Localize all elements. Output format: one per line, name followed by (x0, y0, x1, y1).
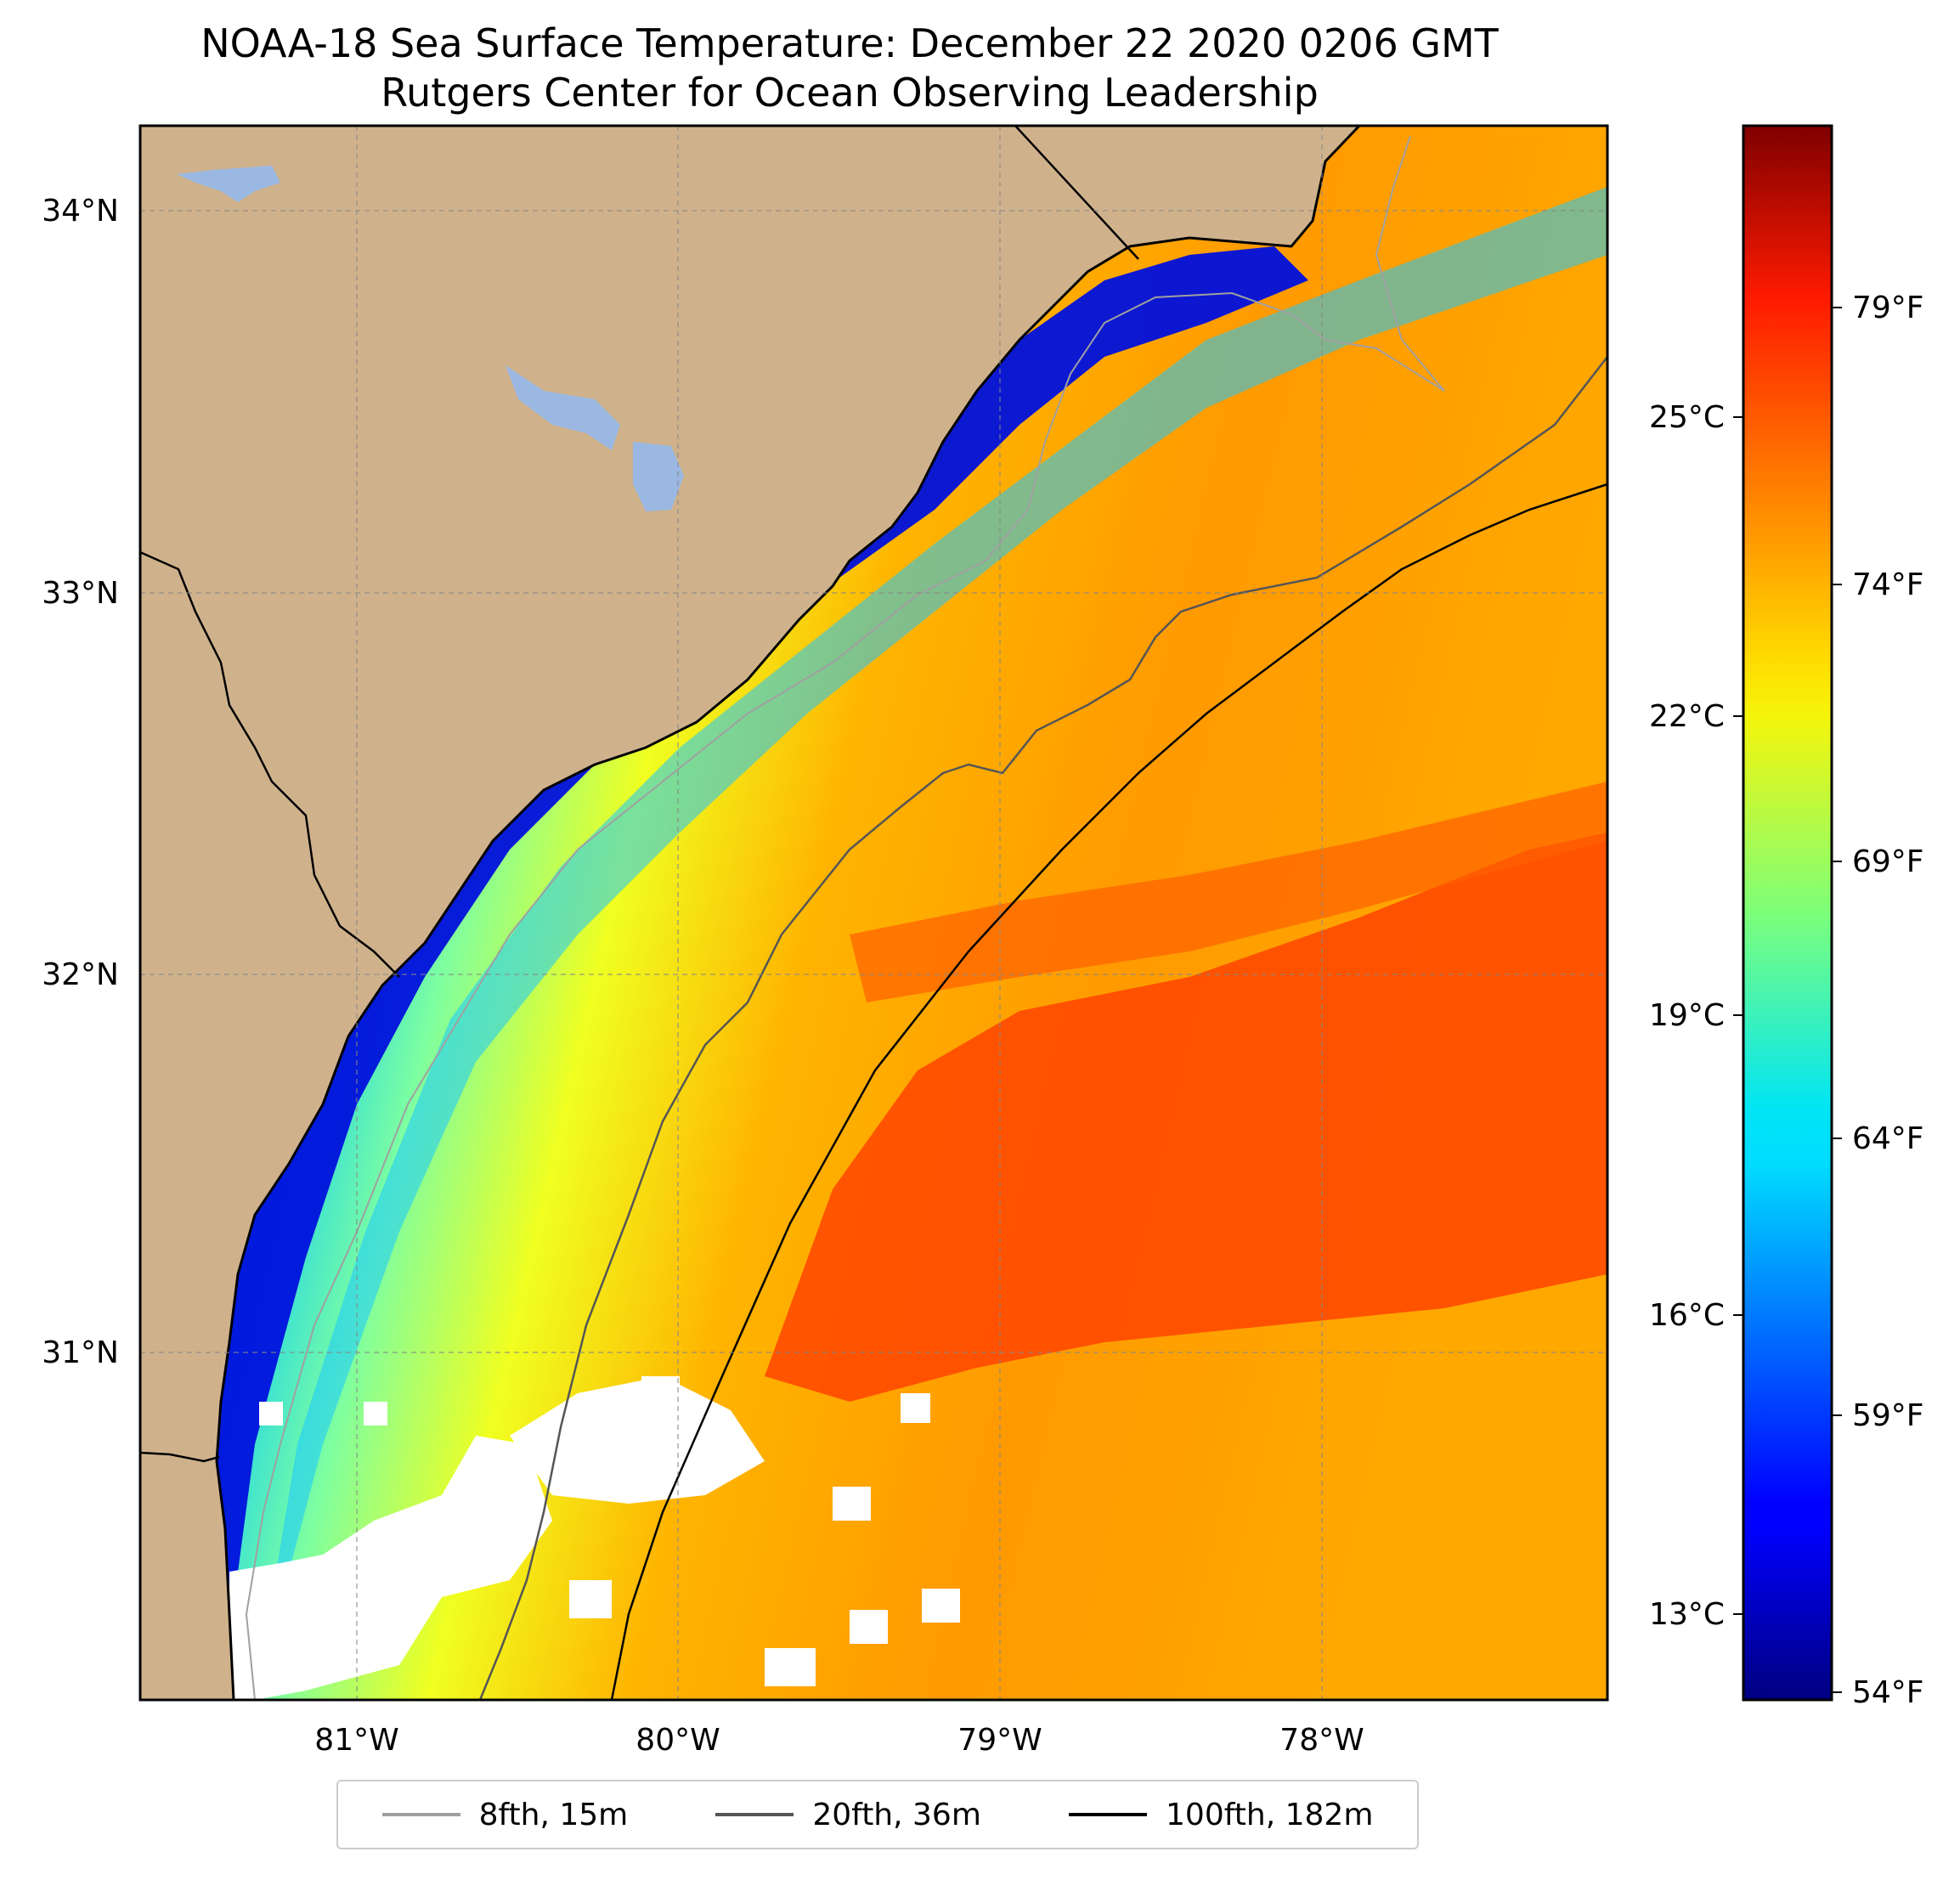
lon-label-79: 79°W (957, 1723, 1042, 1758)
fahrenheit-label-59: 59°F (1852, 1398, 1924, 1433)
fahrenheit-label-74: 74°F (1852, 567, 1924, 602)
isobath-20fth (478, 356, 1607, 1700)
colorbar-celsius-labels: 25°C 22°C 19°C 16°C 13°C (1649, 400, 1725, 1632)
colorbar-fahrenheit-labels: 79°F 74°F 69°F 64°F 59°F 54°F (1852, 291, 1924, 1710)
lat-label-31: 31°N (42, 1335, 119, 1370)
colorbar-gradient (1742, 124, 1833, 1702)
legend-swatch-8fth (381, 1813, 460, 1816)
state-border-ga-fl (140, 1451, 220, 1463)
legend-label-100fth: 100fth, 182m (1166, 1797, 1374, 1832)
warm-filament (850, 782, 1607, 1002)
lon-label-80: 80°W (635, 1723, 720, 1758)
fahrenheit-label-54: 54°F (1852, 1675, 1924, 1710)
legend-label-20fth: 20fth, 36m (812, 1797, 981, 1832)
isobath-100fth (610, 483, 1607, 1700)
lat-label-34: 34°N (42, 194, 119, 229)
state-border-sc-ga (140, 550, 400, 978)
lon-label-81: 81°W (314, 1723, 398, 1758)
map-area (140, 126, 1607, 1700)
legend-swatch-100fth (1069, 1813, 1148, 1816)
celsius-label-19: 19°C (1649, 998, 1725, 1033)
land-mass (140, 126, 1607, 1700)
cloud-mask-patches (229, 1376, 960, 1700)
legend-label-8fth: 8fth, 15m (478, 1797, 629, 1832)
fahrenheit-label-69: 69°F (1852, 844, 1924, 879)
legend-item-20fth: 20fth, 36m (715, 1798, 981, 1832)
celsius-label-13: 13°C (1649, 1597, 1725, 1632)
celsius-label-16: 16°C (1649, 1298, 1725, 1333)
fahrenheit-label-79: 79°F (1852, 291, 1924, 325)
lon-label-78: 78°W (1279, 1723, 1364, 1758)
map-frame (138, 124, 1609, 1702)
map-title: NOAA-18 Sea Surface Temperature: Decembe… (0, 19, 1699, 117)
lat-label-32: 32°N (42, 957, 119, 992)
isobath-8fth (245, 135, 1445, 1700)
colorbar-fahrenheit-ticks (1832, 307, 1842, 1693)
celsius-label-22: 22°C (1649, 699, 1725, 734)
cyan-band (255, 187, 1607, 1700)
legend-swatch-20fth (715, 1813, 794, 1816)
fahrenheit-label-64: 64°F (1852, 1121, 1924, 1156)
lat-label-33: 33°N (42, 576, 119, 611)
celsius-label-25: 25°C (1649, 400, 1725, 435)
legend-item-100fth: 100fth, 182m (1069, 1798, 1373, 1832)
colorbar: 25°C 22°C 19°C 16°C 13°C 79°F 74°F 69°F … (1649, 124, 1924, 1710)
title-line-1: NOAA-18 Sea Surface Temperature: Decembe… (201, 20, 1499, 66)
legend-item-8fth: 8fth, 15m (381, 1797, 629, 1832)
inland-lakes (177, 166, 684, 511)
state-border-nc-sc (1014, 126, 1139, 260)
graticule (140, 126, 1607, 1700)
latitude-labels: 34°N 33°N 32°N 31°N (42, 194, 119, 1370)
title-line-2: Rutgers Center for Ocean Observing Leade… (381, 70, 1319, 116)
colorbar-celsius-ticks (1733, 416, 1743, 1615)
isobath-legend: 8fth, 15m 20fth, 36m 100fth, 182m (336, 1780, 1419, 1849)
longitude-labels: 81°W 80°W 79°W 78°W (314, 1723, 1364, 1758)
